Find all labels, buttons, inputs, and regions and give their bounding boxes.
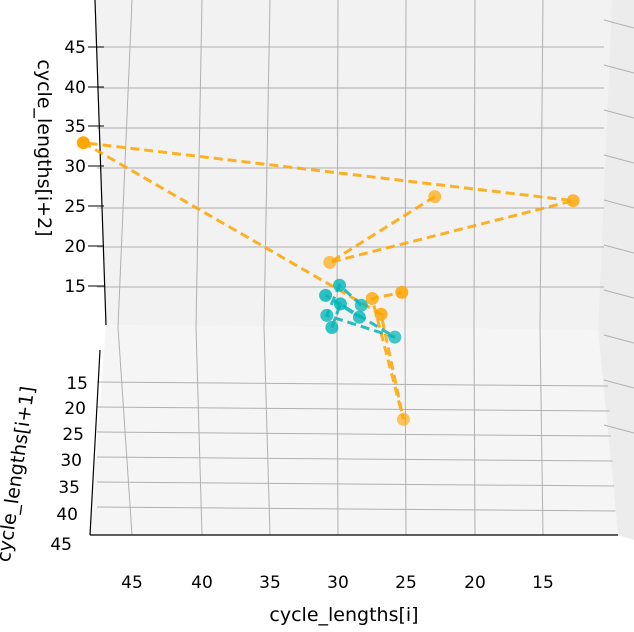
- x-tick-label: 40: [191, 573, 213, 593]
- x-axis-label: cycle_lengths[i]: [269, 604, 418, 626]
- series-layer: [76, 136, 580, 426]
- z-tick-label: 30: [64, 157, 86, 177]
- x-tick-label: 25: [395, 573, 417, 593]
- data-point: [388, 330, 402, 344]
- data-point: [365, 292, 379, 305]
- floor-pane: [90, 325, 618, 535]
- z-tick-label: 45: [64, 38, 86, 58]
- x-tick-label: 30: [327, 573, 349, 593]
- data-point: [354, 298, 368, 312]
- data-point: [333, 278, 346, 292]
- y-tick-label: 40: [56, 505, 78, 525]
- tick-labels: 45 40 35 30 25 20 15 15 20 25 30 35 40 45 15 20 25 30 35 40…: [50, 38, 553, 593]
- y-tick-label: 25: [62, 425, 84, 445]
- data-point: [333, 297, 347, 311]
- z-tick-label: 25: [64, 197, 86, 217]
- y-tick-label: 35: [58, 478, 80, 498]
- grid-lines: [96, 0, 634, 536]
- z-tick-label: 35: [64, 117, 86, 137]
- data-point: [320, 308, 334, 322]
- x-tick-label: 20: [464, 573, 486, 593]
- data-point: [76, 136, 90, 150]
- x-tick-label: 45: [121, 573, 143, 593]
- data-point: [396, 412, 410, 426]
- z-tick-label: 15: [64, 277, 86, 297]
- data-point: [428, 190, 442, 204]
- right-pane: [598, 0, 634, 540]
- x-tick-label: 15: [532, 573, 554, 593]
- axes: [89, 0, 618, 536]
- data-point: [566, 194, 580, 208]
- y-tick-label: 15: [66, 374, 88, 394]
- data-point: [395, 285, 409, 299]
- y-axis-label: cycle_lengths[i+1]: [0, 385, 39, 564]
- z-tick-label: 40: [64, 78, 86, 98]
- series-line: [82, 141, 574, 420]
- data-point: [325, 321, 339, 334]
- data-point: [374, 307, 388, 321]
- z-axis-line: [94, 0, 107, 326]
- z-tick-label: 20: [64, 237, 86, 257]
- data-point: [323, 255, 337, 269]
- y-tick-label: 20: [64, 399, 86, 419]
- data-point: [319, 288, 333, 302]
- data-point: [352, 310, 366, 324]
- y-axis-line: [89, 349, 101, 536]
- x-tick-label: 35: [259, 573, 281, 593]
- y-tick-label: 45: [50, 535, 72, 555]
- y-tick-label: 30: [60, 451, 82, 471]
- z-axis-label: cycle_lengths[i+2]: [33, 59, 55, 236]
- back-pane: [95, 0, 612, 330]
